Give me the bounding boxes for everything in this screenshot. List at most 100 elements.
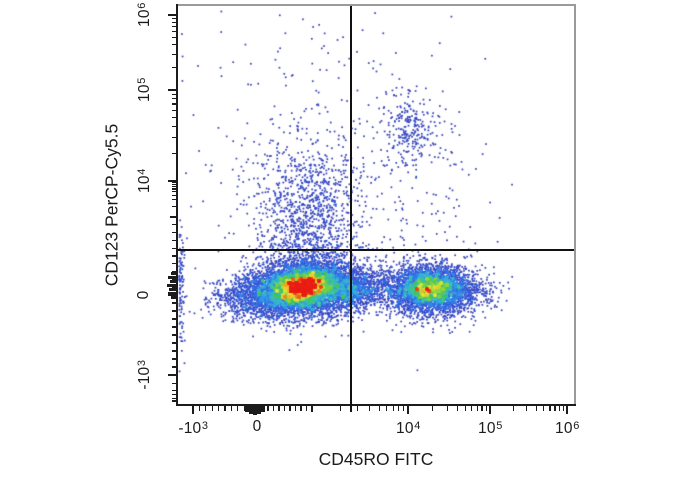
x-tick-mark (403, 406, 405, 411)
y-tick-mark (171, 334, 176, 336)
y-tick-mark (168, 293, 176, 297)
y-tick-mark (171, 36, 176, 39)
y-tick-mark (171, 286, 176, 288)
x-tick-mark (526, 406, 528, 411)
y-tick-mark (171, 205, 176, 207)
y-tick-mark (171, 310, 176, 312)
y-tick-mark (171, 44, 176, 46)
y-tick-mark (171, 191, 176, 193)
plot-frame-right (574, 4, 576, 406)
x-tick-mark (369, 406, 371, 411)
x-tick-label: 105 (478, 419, 503, 438)
y-axis-pileup-mark (170, 279, 176, 283)
x-tick-mark (476, 406, 478, 411)
x-tick-mark (558, 406, 561, 411)
x-tick-mark (211, 406, 213, 411)
y-axis-pileup-mark (168, 291, 176, 295)
y-tick-mark (171, 302, 176, 304)
x-tick-mark (278, 406, 280, 411)
x-tick-mark (255, 406, 259, 414)
x-tick-mark (357, 406, 359, 411)
x-tick-mark (218, 406, 220, 411)
x-tick-mark (191, 406, 195, 414)
y-tick-mark (171, 103, 176, 105)
y-tick-label: -103 (135, 359, 154, 390)
y-tick-mark (168, 13, 176, 17)
y-tick-mark (170, 215, 176, 219)
density-plot-canvas (178, 6, 574, 404)
x-tick-label: -103 (178, 419, 209, 438)
quadrant-gate-horizontal-line (178, 249, 574, 251)
x-tick-mark (305, 406, 308, 411)
x-tick-mark (378, 406, 380, 411)
y-tick-mark (171, 21, 176, 23)
y-tick-mark (171, 400, 176, 402)
x-tick-mark (481, 406, 483, 411)
y-tick-mark (171, 182, 176, 184)
y-tick-mark (171, 342, 176, 344)
x-tick-mark (267, 406, 269, 411)
x-tick-mark (283, 406, 286, 411)
x-tick-mark (243, 406, 245, 411)
x-tick-mark (392, 406, 394, 411)
x-tick-mark (562, 406, 565, 411)
y-tick-mark (171, 109, 176, 111)
y-tick-mark (171, 188, 176, 190)
x-axis-pileup-mark (245, 406, 249, 412)
y-tick-mark (171, 389, 176, 391)
y-tick-mark (171, 224, 176, 226)
x-axis-pileup-mark (253, 406, 257, 415)
x-tick-label: 106 (555, 419, 580, 438)
y-tick-mark (171, 125, 176, 127)
y-axis-pileup-mark (171, 271, 176, 275)
x-tick-mark (512, 406, 514, 411)
x-tick-mark (535, 406, 537, 411)
y-tick-mark (171, 366, 176, 368)
y-tick-mark (168, 88, 176, 92)
y-tick-mark (171, 53, 176, 55)
x-tick-mark (237, 406, 239, 411)
x-tick-mark (386, 406, 388, 411)
x-tick-mark (432, 406, 434, 411)
x-tick-mark (340, 406, 342, 411)
y-tick-mark (171, 232, 176, 234)
x-tick-mark (565, 406, 569, 414)
y-tick-mark (171, 383, 176, 385)
x-axis-pileup-mark (257, 406, 261, 414)
y-tick-mark (171, 153, 176, 155)
x-tick-mark (554, 406, 556, 411)
y-tick-label: 105 (135, 77, 154, 102)
x-tick-label: 0 (252, 418, 262, 435)
y-tick-mark (171, 239, 176, 241)
x-axis-title: CD45RO FITC (318, 449, 434, 469)
x-tick-mark (446, 406, 448, 411)
y-tick-mark (171, 247, 176, 249)
y-tick-mark (171, 136, 176, 139)
y-axis-pileup-mark (169, 287, 176, 291)
x-tick-mark (488, 406, 492, 414)
x-axis-line (176, 404, 576, 406)
y-tick-mark (171, 278, 176, 280)
x-tick-mark (406, 406, 410, 414)
x-tick-mark (198, 406, 200, 411)
plot-frame-top (176, 4, 576, 6)
y-tick-mark (171, 194, 176, 196)
y-tick-mark (168, 179, 176, 183)
y-tick-mark (171, 93, 176, 95)
x-tick-mark (272, 406, 275, 411)
y-tick-label: 0 (135, 290, 152, 300)
y-axis-line (176, 4, 178, 406)
y-tick-label: 106 (135, 2, 154, 27)
y-axis-title: CD123 PerCP-Cy5.5 (101, 123, 122, 287)
y-tick-mark (171, 263, 176, 265)
x-tick-label: 104 (396, 419, 421, 438)
y-tick-mark (171, 199, 176, 201)
y-tick-mark (171, 116, 176, 118)
x-tick-mark (294, 406, 297, 411)
quadrant-gate-vertical-line (350, 6, 352, 412)
x-tick-mark (549, 406, 551, 411)
y-tick-mark (168, 373, 176, 377)
x-tick-mark (485, 406, 487, 411)
y-tick-mark (171, 326, 176, 328)
